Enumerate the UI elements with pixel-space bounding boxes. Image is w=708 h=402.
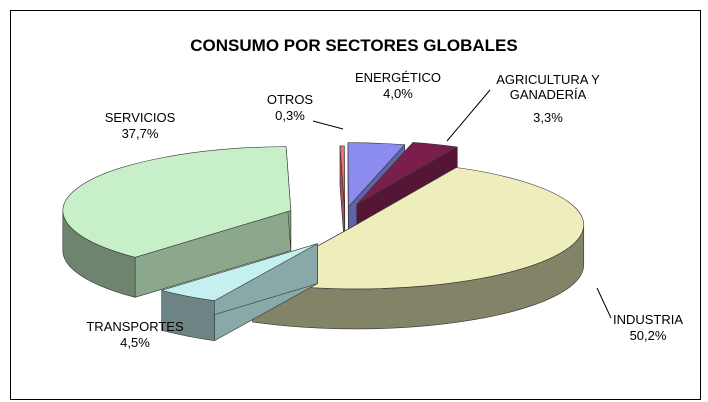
chart-title: CONSUMO POR SECTORES GLOBALES bbox=[190, 36, 518, 55]
value-label: 4,0% bbox=[383, 86, 413, 101]
category-label: INDUSTRIA bbox=[612, 312, 684, 327]
pie-slice bbox=[62, 146, 292, 298]
leader-line bbox=[596, 287, 612, 319]
value-label: 50,2% bbox=[629, 328, 667, 343]
category-label: TRANSPORTES bbox=[86, 319, 184, 334]
value-label: 3,3% bbox=[533, 110, 563, 125]
pie-slice bbox=[161, 243, 318, 342]
category-label: OTROS bbox=[266, 92, 314, 107]
value-label: 0,3% bbox=[275, 108, 305, 123]
leader-line bbox=[446, 89, 491, 142]
slice-top bbox=[62, 146, 292, 258]
pie bbox=[62, 142, 585, 342]
category-label: ENERGÉTICO bbox=[355, 70, 441, 85]
value-label: 4,5% bbox=[120, 335, 150, 350]
slice-top bbox=[161, 243, 318, 302]
category-label: SERVICIOS bbox=[104, 110, 176, 125]
slice-top bbox=[356, 142, 458, 205]
category-label: AGRICULTURA Y GANADERÍA bbox=[496, 72, 600, 102]
slice-top bbox=[347, 142, 405, 208]
slice-top bbox=[339, 145, 346, 211]
value-label: 37,7% bbox=[121, 126, 159, 141]
pie-slice bbox=[252, 167, 585, 330]
slice-top bbox=[252, 167, 585, 290]
leader-line bbox=[312, 120, 344, 130]
